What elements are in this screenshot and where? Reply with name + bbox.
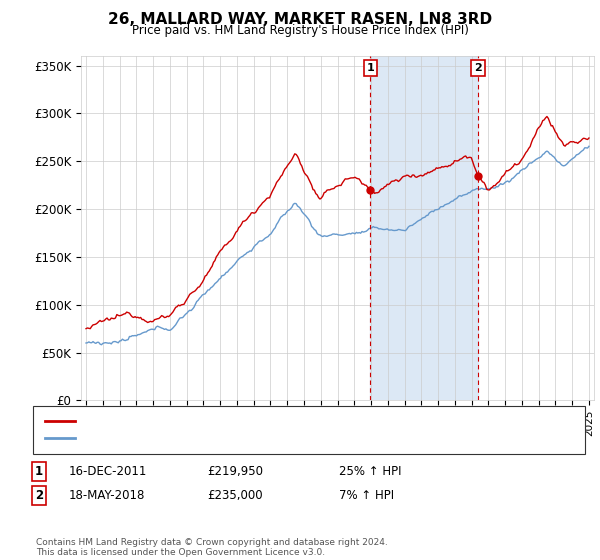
Text: £235,000: £235,000 (207, 489, 263, 502)
Bar (370, 56, 478, 400)
Text: Price paid vs. HM Land Registry's House Price Index (HPI): Price paid vs. HM Land Registry's House … (131, 24, 469, 37)
Text: 16-DEC-2011: 16-DEC-2011 (69, 465, 148, 478)
Text: 18-MAY-2018: 18-MAY-2018 (69, 489, 145, 502)
Text: Contains HM Land Registry data © Crown copyright and database right 2024.
This d: Contains HM Land Registry data © Crown c… (36, 538, 388, 557)
Text: 26, MALLARD WAY, MARKET RASEN, LN8 3RD: 26, MALLARD WAY, MARKET RASEN, LN8 3RD (108, 12, 492, 27)
Text: HPI: Average price, detached house, West Lindsey: HPI: Average price, detached house, West… (81, 433, 355, 443)
Text: 1: 1 (367, 63, 374, 73)
Text: 26, MALLARD WAY, MARKET RASEN, LN8 3RD (detached house): 26, MALLARD WAY, MARKET RASEN, LN8 3RD (… (81, 417, 428, 426)
Text: 1: 1 (35, 465, 43, 478)
Text: 25% ↑ HPI: 25% ↑ HPI (339, 465, 401, 478)
Text: 2: 2 (474, 63, 482, 73)
Text: 7% ↑ HPI: 7% ↑ HPI (339, 489, 394, 502)
Text: 2: 2 (35, 489, 43, 502)
Text: £219,950: £219,950 (207, 465, 263, 478)
